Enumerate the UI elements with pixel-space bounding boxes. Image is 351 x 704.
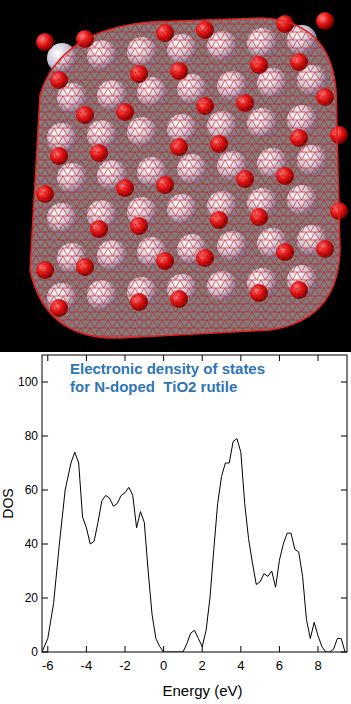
plot-area xyxy=(42,439,345,652)
x-tick-label: 2 xyxy=(199,658,206,673)
y-tick xyxy=(42,490,48,491)
x-tick xyxy=(279,355,280,361)
y-tick xyxy=(42,544,48,545)
x-tick xyxy=(279,646,280,652)
y-axis-label: DOS xyxy=(0,488,16,518)
x-tick xyxy=(47,646,48,652)
x-axis-label: Energy (eV) xyxy=(162,682,242,699)
y-tick xyxy=(341,544,347,545)
y-tick xyxy=(341,490,347,491)
y-tick-label: 40 xyxy=(25,537,39,551)
density-surface xyxy=(30,18,340,338)
x-tick xyxy=(318,646,319,652)
x-tick-label: 8 xyxy=(314,658,321,673)
y-tick-label: 60 xyxy=(25,483,39,497)
o-atom xyxy=(316,12,334,30)
axes: -6-4-202468020406080100 xyxy=(18,355,347,673)
y-tick xyxy=(341,598,347,599)
o-atom xyxy=(36,33,54,51)
y-tick-label: 100 xyxy=(18,375,38,389)
x-tick xyxy=(125,646,126,652)
title: Electronic density of states xyxy=(70,360,265,377)
x-tick-label: -6 xyxy=(42,658,54,673)
y-tick xyxy=(42,598,48,599)
y-tick-label: 80 xyxy=(25,429,39,443)
plot-frame xyxy=(42,355,347,652)
y-tick xyxy=(42,436,48,437)
x-tick-label: 4 xyxy=(237,658,244,673)
x-tick xyxy=(240,646,241,652)
y-tick xyxy=(341,382,347,383)
x-tick-label: 0 xyxy=(160,658,167,673)
x-tick-label: -4 xyxy=(81,658,93,673)
molecule-render xyxy=(0,0,351,352)
y-tick-label: 20 xyxy=(25,591,39,605)
render-background xyxy=(0,0,351,352)
y-tick-label: 0 xyxy=(31,645,38,659)
mesh-surface xyxy=(30,18,340,338)
dos-line xyxy=(42,439,345,652)
y-tick xyxy=(42,382,48,383)
x-tick xyxy=(47,355,48,361)
x-tick xyxy=(318,355,319,361)
x-tick-label: -2 xyxy=(119,658,131,673)
y-tick xyxy=(341,436,347,437)
title: for N-doped TiO2 rutile xyxy=(70,378,237,395)
chart-background xyxy=(0,352,351,704)
figure: -6-4-202468020406080100Energy (eV)DOSEle… xyxy=(0,0,351,704)
x-tick-label: 6 xyxy=(276,658,283,673)
x-tick xyxy=(86,646,87,652)
